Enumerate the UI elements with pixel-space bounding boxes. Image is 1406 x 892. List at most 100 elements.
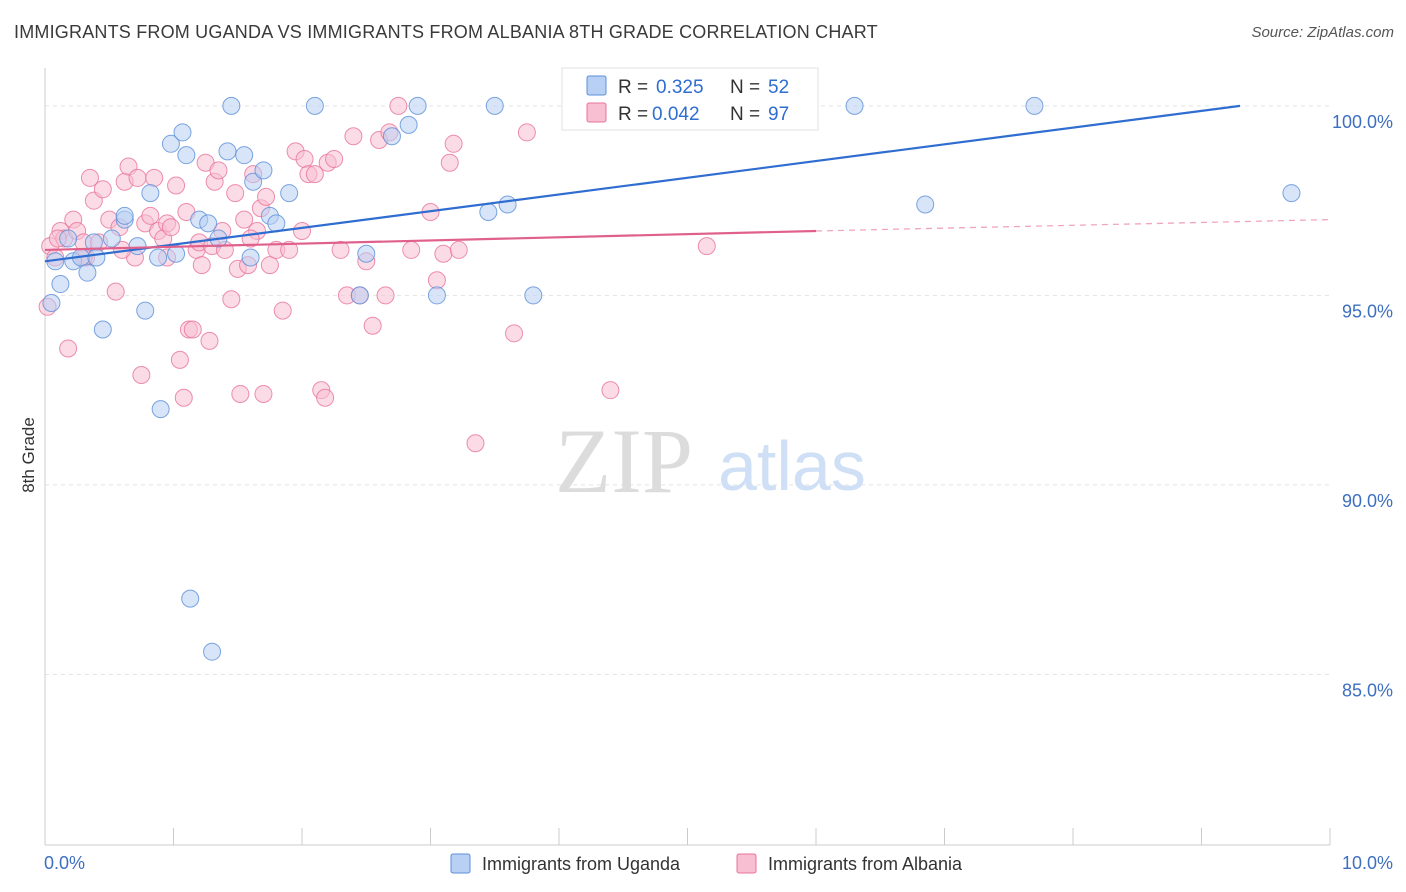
legend-uganda-r-value: 0.325 [656, 77, 704, 98]
albania-point [344, 127, 363, 146]
albania-point [174, 388, 193, 407]
y-tick-label: 100.0% [1332, 112, 1393, 132]
uganda-point [141, 184, 160, 203]
albania-point [132, 366, 151, 385]
uganda-point [280, 184, 299, 203]
uganda-point [479, 203, 498, 222]
uganda-point [87, 248, 106, 267]
uganda-point [305, 96, 324, 115]
chart-title: IMMIGRANTS FROM UGANDA VS IMMIGRANTS FRO… [14, 22, 878, 42]
albania-trend-line [44, 229, 817, 252]
albania-point [170, 350, 189, 369]
albania-point [106, 282, 125, 301]
albania-point [167, 176, 186, 195]
bottom-legend-uganda-swatch [450, 853, 471, 874]
uganda-point [427, 286, 446, 305]
x-tick-label-max: 10.0% [1342, 853, 1393, 873]
uganda-point [1025, 96, 1044, 115]
albania-point [192, 256, 211, 275]
albania-point [697, 237, 716, 256]
albania-point [440, 153, 459, 172]
uganda-point [357, 244, 376, 263]
albania-point [505, 324, 524, 343]
albania-point [161, 218, 180, 237]
albania-point [93, 180, 112, 199]
uganda-point [382, 127, 401, 146]
bottom-legend-albania-label: Immigrants from Albania [768, 854, 963, 874]
uganda-point [115, 206, 134, 225]
uganda-point [128, 237, 147, 256]
uganda-point [93, 320, 112, 339]
albania-point [257, 187, 276, 206]
albania-point [80, 168, 99, 187]
legend-uganda-n-label: N = [730, 77, 760, 98]
albania-points [38, 96, 723, 453]
uganda-points [42, 96, 1301, 661]
uganda-point [151, 400, 170, 419]
legend-uganda-r-label: R = [618, 77, 648, 98]
uganda-point [42, 293, 61, 312]
albania-point [273, 301, 292, 320]
uganda-point [845, 96, 864, 115]
uganda-point [181, 589, 200, 608]
uganda-point [203, 642, 222, 661]
albania-point [363, 316, 382, 335]
albania-point [141, 206, 160, 225]
albania-point [449, 240, 468, 259]
uganda-point [235, 146, 254, 165]
source-label: Source: ZipAtlas.com [1251, 24, 1394, 41]
uganda-point [222, 96, 241, 115]
uganda-point [149, 248, 168, 267]
albania-point [295, 149, 314, 168]
albania-point [376, 286, 395, 305]
albania-point [226, 184, 245, 203]
albania-point [235, 210, 254, 229]
legend-albania-r-label: R = [618, 104, 648, 125]
albania-point [601, 381, 620, 400]
uganda-point [244, 172, 263, 191]
uganda-point [51, 275, 70, 294]
albania-point [183, 320, 202, 339]
albania-point [402, 240, 421, 259]
y-axis-title: 8th Grade [19, 417, 38, 493]
uganda-point [408, 96, 427, 115]
uganda-point [1282, 184, 1301, 203]
uganda-point [350, 286, 369, 305]
bottom-legend-albania-swatch [736, 853, 757, 874]
watermark-zip: ZIP [555, 410, 693, 512]
albania-point [128, 168, 147, 187]
series-legend: Immigrants from Uganda Immigrants from A… [450, 853, 963, 874]
albania-point [209, 161, 228, 180]
uganda-point [173, 123, 192, 142]
uganda-point [218, 142, 237, 161]
uganda-point [498, 195, 517, 214]
albania-point [222, 290, 241, 309]
uganda-point [916, 195, 935, 214]
uganda-point [399, 115, 418, 134]
y-tick-label: 95.0% [1342, 301, 1393, 321]
y-tick-label: 85.0% [1342, 680, 1393, 700]
legend-uganda-swatch [586, 75, 607, 96]
uganda-point [254, 161, 273, 180]
albania-point [280, 240, 299, 259]
legend-albania-n-value: 97 [768, 104, 789, 125]
uganda-point [524, 286, 543, 305]
albania-point [466, 434, 485, 453]
albania-point [305, 165, 324, 184]
trend-lines [44, 104, 1331, 263]
watermark: ZIP atlas [555, 410, 866, 512]
x-tick-label-min: 0.0% [44, 853, 85, 873]
albania-point [517, 123, 536, 142]
uganda-point [102, 229, 121, 248]
uganda-point [78, 263, 97, 282]
albania-point [427, 271, 446, 290]
stats-legend: R = 0.325 N = 52 R = 0.042 N = 97 [561, 67, 819, 131]
albania-point [231, 384, 250, 403]
uganda-point [136, 301, 155, 320]
x-tick-labels: 0.0% 10.0% [44, 853, 1393, 873]
watermark-atlas: atlas [718, 427, 866, 505]
albania-point [444, 134, 463, 153]
albania-point [293, 221, 311, 240]
legend-uganda-n-value: 52 [768, 77, 789, 98]
